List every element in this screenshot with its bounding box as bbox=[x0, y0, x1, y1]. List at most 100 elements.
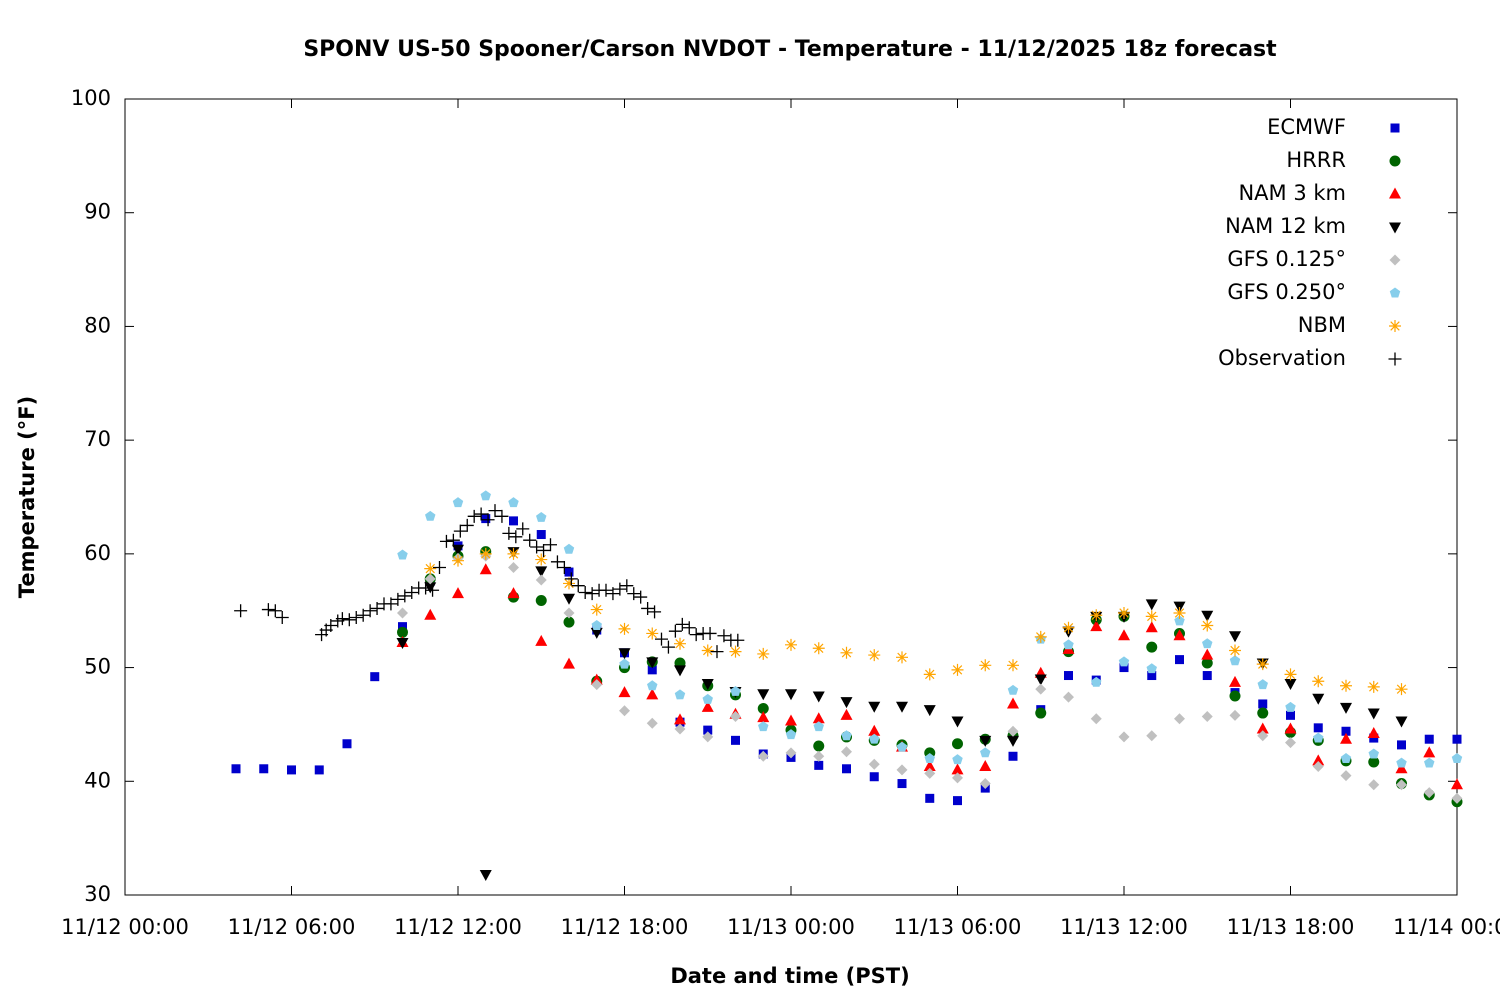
legend-marker bbox=[1389, 155, 1401, 167]
data-point bbox=[618, 648, 631, 660]
data-point bbox=[840, 708, 853, 720]
data-point bbox=[1396, 779, 1407, 791]
data-point bbox=[335, 612, 349, 626]
data-point bbox=[507, 587, 520, 599]
data-point bbox=[812, 712, 825, 724]
data-point bbox=[479, 563, 492, 575]
data-point bbox=[544, 538, 557, 552]
data-point bbox=[452, 497, 464, 508]
data-point bbox=[896, 701, 908, 713]
data-point bbox=[689, 628, 703, 642]
data-point bbox=[1090, 620, 1103, 632]
data-point bbox=[275, 611, 289, 625]
data-point bbox=[668, 624, 682, 638]
data-point bbox=[1007, 697, 1019, 709]
data-point bbox=[261, 603, 275, 617]
data-point bbox=[618, 686, 631, 698]
data-point bbox=[842, 764, 851, 774]
data-point bbox=[1202, 671, 1212, 681]
data-point bbox=[730, 710, 741, 722]
data-point bbox=[1118, 656, 1130, 667]
data-point bbox=[1007, 684, 1019, 695]
data-point bbox=[564, 567, 574, 577]
data-point bbox=[951, 763, 964, 775]
data-point bbox=[868, 649, 881, 662]
data-point bbox=[508, 562, 519, 574]
data-point bbox=[1257, 679, 1268, 690]
data-point bbox=[702, 693, 713, 704]
data-point bbox=[980, 747, 991, 758]
data-point bbox=[1202, 638, 1213, 649]
data-point bbox=[627, 587, 641, 601]
data-point bbox=[619, 658, 630, 669]
data-point bbox=[578, 586, 592, 600]
data-point bbox=[563, 577, 575, 590]
data-point bbox=[1145, 599, 1158, 611]
y-tick-label: 100 bbox=[71, 86, 111, 110]
data-point bbox=[452, 554, 464, 567]
data-point bbox=[1175, 655, 1184, 665]
data-point bbox=[1313, 732, 1324, 743]
data-point bbox=[1007, 725, 1019, 737]
data-point bbox=[1173, 629, 1186, 641]
data-point bbox=[563, 657, 575, 669]
data-point bbox=[813, 740, 825, 752]
data-point bbox=[1201, 657, 1213, 669]
data-point bbox=[606, 587, 620, 601]
data-point bbox=[647, 680, 658, 691]
data-point bbox=[535, 594, 547, 606]
data-point bbox=[479, 547, 492, 560]
data-point bbox=[1312, 761, 1324, 773]
data-point bbox=[813, 750, 825, 762]
data-point bbox=[1229, 644, 1241, 657]
y-tick-label: 30 bbox=[84, 882, 111, 906]
data-point bbox=[701, 644, 714, 657]
data-point bbox=[508, 497, 519, 508]
data-point bbox=[814, 760, 824, 770]
legend-label: Observation bbox=[1218, 346, 1346, 370]
data-point bbox=[924, 753, 935, 763]
data-point bbox=[785, 714, 797, 726]
data-point bbox=[840, 697, 853, 709]
data-point bbox=[557, 561, 571, 575]
data-point bbox=[1423, 787, 1435, 799]
y-tick-label: 80 bbox=[84, 313, 111, 337]
data-point bbox=[1451, 778, 1463, 790]
data-point bbox=[952, 772, 963, 784]
data-point bbox=[896, 764, 908, 776]
legend-label: NAM 12 km bbox=[1225, 214, 1346, 238]
data-point bbox=[923, 760, 936, 772]
data-point bbox=[439, 534, 453, 548]
data-point bbox=[757, 689, 770, 701]
data-point bbox=[701, 700, 714, 712]
data-point bbox=[363, 604, 377, 618]
data-point bbox=[590, 627, 603, 639]
data-point bbox=[231, 764, 241, 774]
data-point bbox=[1258, 699, 1268, 709]
data-point bbox=[509, 516, 518, 526]
data-point bbox=[370, 601, 384, 615]
data-point bbox=[446, 533, 460, 547]
data-point bbox=[234, 604, 248, 618]
data-point bbox=[1367, 680, 1380, 693]
data-point bbox=[1063, 639, 1074, 650]
data-point bbox=[1034, 630, 1047, 643]
data-point bbox=[571, 579, 585, 593]
data-point bbox=[674, 723, 686, 735]
x-axis-label: Date and time (PST) bbox=[670, 964, 909, 988]
data-point bbox=[951, 663, 964, 676]
data-point bbox=[481, 513, 495, 527]
data-point bbox=[1451, 792, 1463, 804]
data-point bbox=[1312, 693, 1325, 705]
x-tick-label: 11/12 18:00 bbox=[561, 915, 689, 939]
data-point bbox=[1367, 727, 1380, 739]
data-point bbox=[1201, 648, 1214, 660]
data-point bbox=[453, 524, 467, 538]
data-point bbox=[563, 616, 575, 628]
data-point bbox=[287, 765, 296, 775]
data-point bbox=[1340, 702, 1352, 714]
data-point bbox=[1119, 663, 1129, 673]
data-point bbox=[812, 642, 825, 655]
